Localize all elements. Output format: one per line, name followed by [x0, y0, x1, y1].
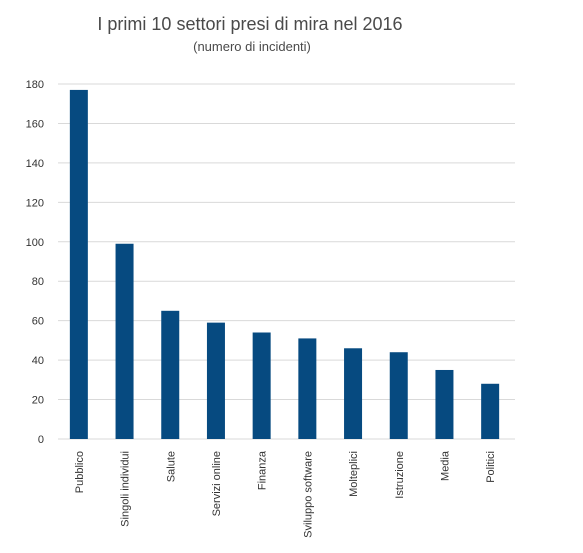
- bar: [298, 338, 317, 439]
- y-tick-label: 20: [32, 395, 44, 407]
- bar: [481, 383, 500, 439]
- chart-title: I primi 10 settori presi di mira nel 201…: [97, 14, 402, 34]
- bar: [389, 352, 408, 439]
- bar: [161, 310, 180, 439]
- bar: [435, 369, 454, 439]
- x-tick-label: Molteplici: [348, 451, 360, 497]
- y-tick-label: 0: [38, 434, 44, 446]
- x-tick-label: Pubblico: [74, 451, 86, 493]
- x-tick-label: Sviluppo software: [302, 451, 314, 538]
- y-tick-label: 100: [26, 237, 44, 249]
- x-tick-label: Istruzione: [394, 451, 406, 499]
- bar: [252, 332, 271, 439]
- bar: [206, 322, 225, 439]
- y-tick-label: 120: [26, 197, 44, 209]
- x-tick-label: Politici: [485, 451, 497, 483]
- x-tick-label: Salute: [165, 451, 177, 482]
- y-tick-label: 40: [32, 355, 44, 367]
- y-tick-label: 140: [26, 158, 44, 170]
- y-tick-label: 80: [32, 276, 44, 288]
- x-tick-label: Singoli individui: [120, 451, 132, 527]
- x-tick-label: Media: [439, 450, 451, 481]
- y-tick-label: 160: [26, 118, 44, 130]
- chart-subtitle: (numero di incidenti): [193, 39, 311, 54]
- y-tick-label: 60: [32, 316, 44, 328]
- bar: [69, 89, 88, 440]
- bars: [69, 89, 500, 440]
- x-axis: Pubblico Singoli individui Salute Servizi o…: [74, 450, 497, 538]
- bar: [115, 243, 134, 439]
- y-axis: 0 20 40 60 80 100 120 140 160 180: [26, 79, 44, 446]
- gridlines: [58, 83, 515, 440]
- x-tick-label: Finanza: [257, 450, 269, 490]
- x-tick-label: Servizi online: [211, 451, 223, 516]
- bar: [344, 348, 363, 439]
- y-tick-label: 180: [26, 79, 44, 91]
